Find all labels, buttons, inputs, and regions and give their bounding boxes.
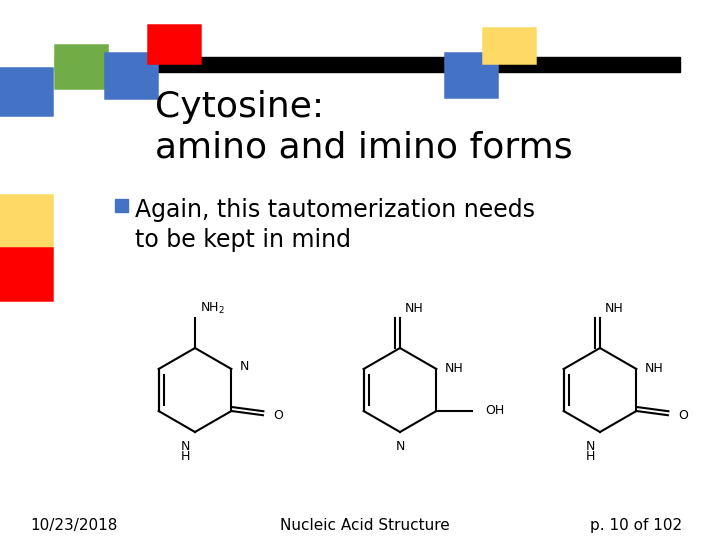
Text: NH: NH [405,301,424,314]
Text: H: H [181,449,190,462]
Bar [445,53,497,97]
Text: H: H [585,449,595,462]
Text: amino and imino forms: amino and imino forms [155,130,572,164]
Text: NH: NH [644,362,663,375]
Bar [105,53,157,98]
Text: p. 10 of 102: p. 10 of 102 [590,518,682,533]
Text: 10/23/2018: 10/23/2018 [30,518,117,533]
Bar [0,68,52,115]
Text: Nucleic Acid Structure: Nucleic Acid Structure [280,518,450,533]
Text: NH: NH [444,362,463,375]
Text: N: N [239,360,248,373]
Bar [55,57,680,72]
Text: N: N [395,440,405,453]
Text: NH$_2$: NH$_2$ [200,300,225,315]
Text: OH: OH [485,404,504,417]
Bar [0,195,52,248]
Bar [115,199,128,212]
Bar [148,25,200,63]
Text: NH: NH [605,301,624,314]
Bar [0,248,52,300]
Text: Cytosine:: Cytosine: [155,90,324,124]
Bar [55,45,107,88]
Text: to be kept in mind: to be kept in mind [135,228,351,252]
Bar [483,28,535,63]
Text: O: O [273,409,283,422]
Text: Again, this tautomerization needs: Again, this tautomerization needs [135,198,535,222]
Text: N: N [585,440,595,453]
Text: N: N [181,440,190,453]
Text: O: O [678,409,688,422]
